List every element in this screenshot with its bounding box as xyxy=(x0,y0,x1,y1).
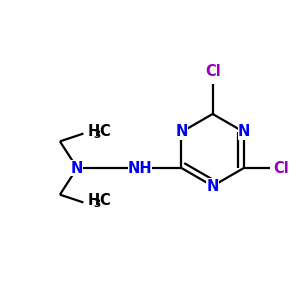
Text: C: C xyxy=(100,193,110,208)
Text: 3: 3 xyxy=(94,130,101,140)
Text: 3: 3 xyxy=(94,199,101,209)
Text: C: C xyxy=(100,124,110,139)
Text: N: N xyxy=(175,124,188,140)
Text: N: N xyxy=(71,160,83,175)
Text: Cl: Cl xyxy=(274,160,290,175)
Text: NH: NH xyxy=(128,160,152,175)
Text: N: N xyxy=(206,178,219,194)
Text: H: H xyxy=(87,124,99,139)
Text: N: N xyxy=(238,124,250,140)
Text: H: H xyxy=(87,193,99,208)
Text: Cl: Cl xyxy=(205,64,220,79)
